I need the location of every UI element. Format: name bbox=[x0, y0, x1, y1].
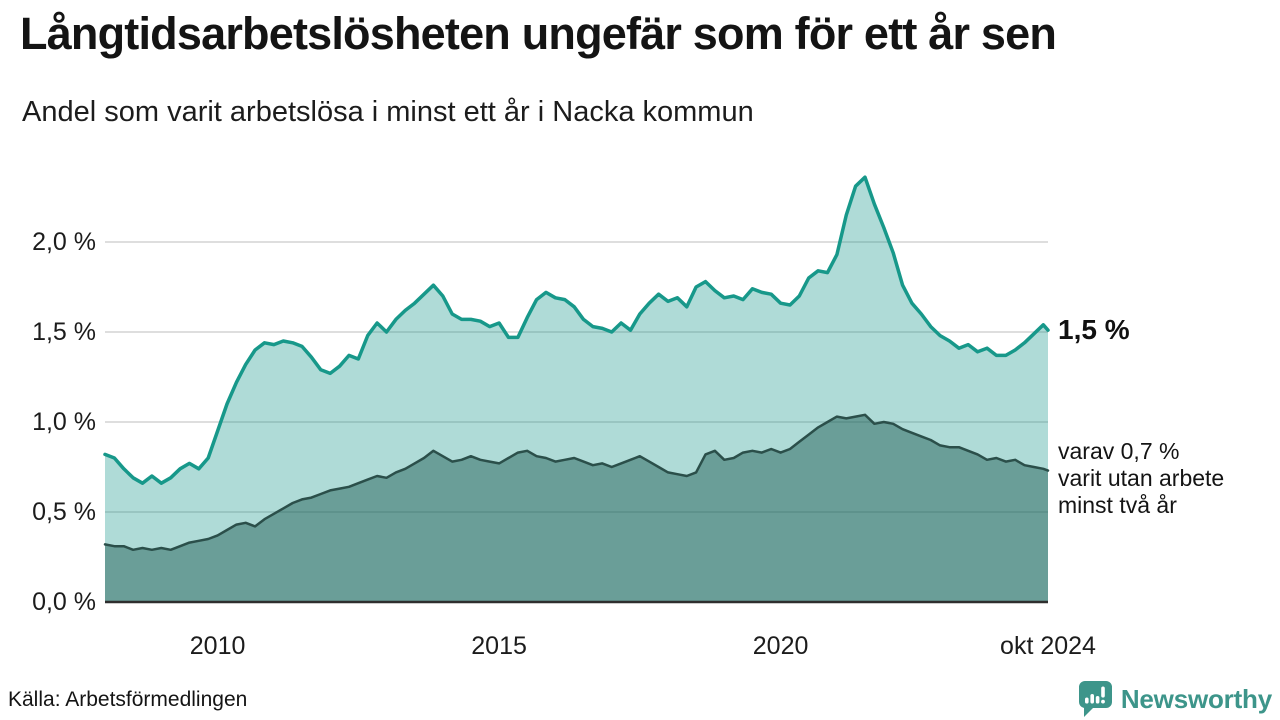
y-axis-label: 1,0 % bbox=[32, 408, 96, 436]
chart-title: Långtidsarbetslösheten ungefär som för e… bbox=[20, 8, 1057, 59]
subset-annotation: varav 0,7 % varit utan arbete minst två … bbox=[1058, 438, 1224, 519]
area-fills bbox=[105, 177, 1048, 602]
y-axis-label: 0,5 % bbox=[32, 498, 96, 526]
newsworthy-bubble-chart-icon bbox=[1078, 681, 1112, 717]
subset-annotation-line3: minst två år bbox=[1058, 492, 1177, 518]
subset-annotation-line2: varit utan arbete bbox=[1058, 465, 1225, 491]
subset-annotation-line1: varav 0,7 % bbox=[1058, 438, 1180, 464]
area-fill-0 bbox=[105, 177, 1048, 602]
area-fill-1 bbox=[105, 414, 1048, 602]
x-axis-label: 2015 bbox=[471, 632, 527, 660]
y-axis-label: 1,5 % bbox=[32, 318, 96, 346]
source-attribution: Källa: Arbetsförmedlingen bbox=[8, 688, 248, 711]
brand-name: Newsworthy bbox=[1120, 683, 1272, 714]
series-line-1 bbox=[103, 413, 1050, 552]
x-axis-label: okt 2024 bbox=[1000, 632, 1096, 660]
x-axis-label: 2020 bbox=[752, 632, 809, 660]
x-axis-label: 2010 bbox=[189, 632, 246, 660]
series-lines bbox=[103, 175, 1050, 552]
series-line-0 bbox=[103, 175, 1050, 485]
series-end-value-label: 1,5 % bbox=[1058, 314, 1130, 345]
chart-subtitle: Andel som varit arbetslösa i minst ett å… bbox=[22, 96, 754, 128]
y-axis-label: 0,0 % bbox=[32, 588, 96, 616]
y-axis-label: 2,0 % bbox=[32, 228, 96, 256]
brand-logo: Newsworthy bbox=[1076, 678, 1272, 720]
